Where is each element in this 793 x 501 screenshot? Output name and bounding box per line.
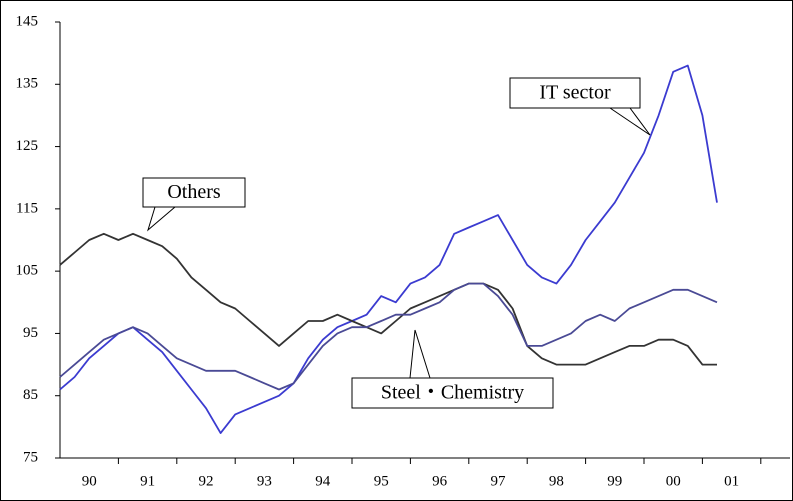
callout-box	[142, 177, 246, 208]
callout-box	[351, 377, 554, 409]
x-tick-label: 93	[257, 473, 272, 489]
x-tick-label: 96	[432, 473, 448, 489]
callout-label: IT sector	[539, 82, 611, 104]
x-tick-label: 01	[724, 473, 739, 489]
callout-pointer	[147, 206, 176, 232]
callout-box	[509, 77, 641, 109]
x-tick-label: 00	[666, 473, 681, 489]
y-tick-label: 135	[16, 76, 39, 92]
y-tick-label: 85	[23, 387, 38, 403]
callout-pointer	[609, 107, 651, 136]
x-tick-label: 92	[199, 473, 214, 489]
x-tick-label: 90	[82, 473, 97, 489]
callout-label: Steel・Chemistry	[381, 382, 524, 404]
x-tick-label: 98	[549, 473, 564, 489]
y-tick-label: 95	[23, 325, 38, 341]
x-tick-label: 94	[315, 473, 331, 489]
callout-pointer	[409, 329, 431, 379]
x-tick-label: 91	[140, 473, 155, 489]
y-tick-label: 105	[16, 263, 39, 279]
y-tick-label: 145	[16, 13, 39, 29]
y-tick-label: 125	[16, 138, 39, 154]
series-line	[59, 282, 718, 391]
x-tick-label: 95	[374, 473, 389, 489]
callout-label: Others	[167, 181, 221, 203]
x-tick-label: 97	[491, 473, 507, 489]
y-tick-label: 75	[23, 449, 38, 465]
series-line	[59, 232, 717, 366]
x-tick-label: 99	[607, 473, 622, 489]
series-line	[59, 64, 718, 434]
y-tick-label: 115	[16, 200, 38, 216]
